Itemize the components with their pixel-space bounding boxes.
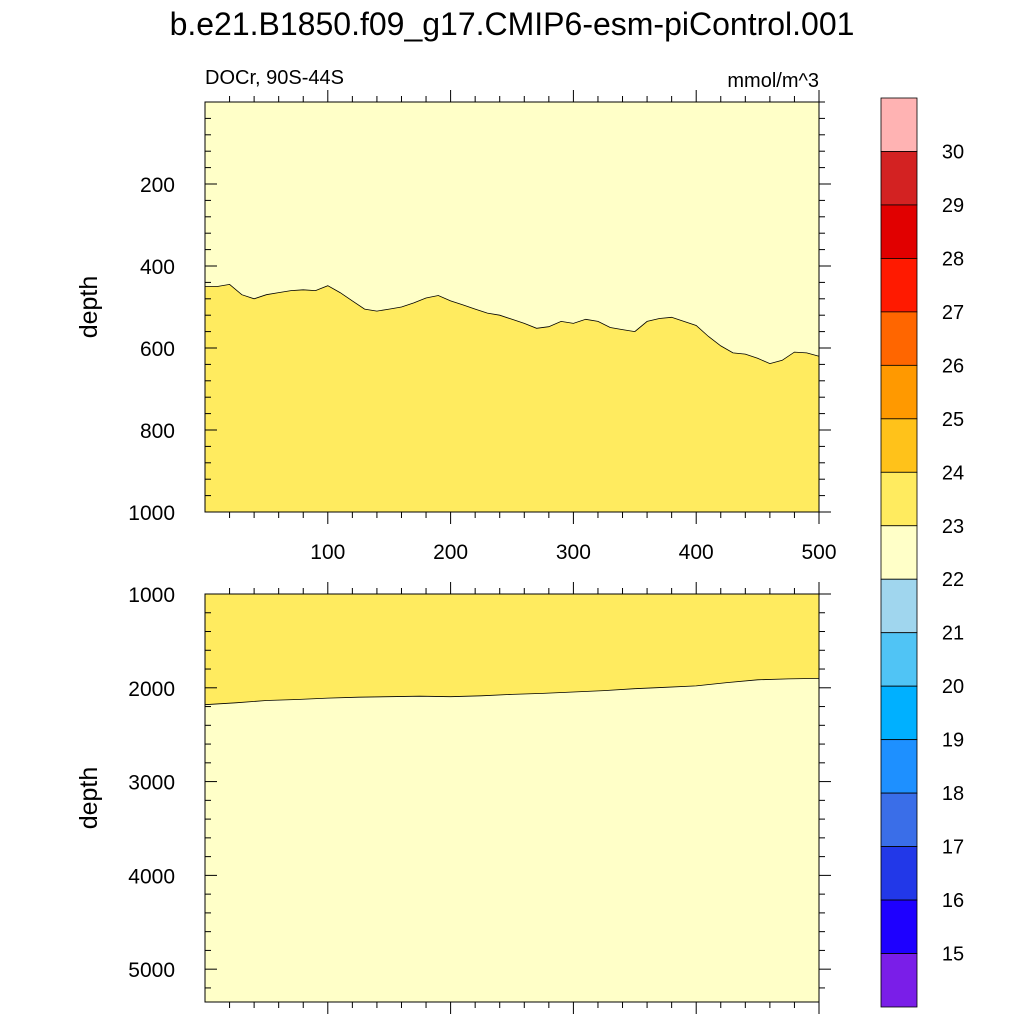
colorbar-swatch bbox=[880, 578, 918, 634]
colorbar-swatch bbox=[880, 204, 918, 259]
units-label: mmol/m^3 bbox=[727, 70, 819, 92]
colorbar-swatch bbox=[880, 739, 918, 794]
y-tick-label: 3000 bbox=[128, 772, 175, 795]
colorbar-label: 21 bbox=[942, 623, 964, 645]
contour-line bbox=[205, 283, 820, 365]
colorbar-swatch bbox=[880, 525, 918, 580]
chart-title: b.e21.B1850.f09_g17.CMIP6-esm-piControl.… bbox=[169, 6, 855, 42]
x-tick-label: 500 bbox=[801, 541, 836, 564]
colorbar-label: 15 bbox=[942, 944, 964, 966]
colorbar-label: 30 bbox=[942, 141, 964, 163]
colorbar-label: 27 bbox=[942, 302, 964, 324]
y-tick-label: 200 bbox=[140, 174, 175, 197]
colorbar-label: 22 bbox=[942, 569, 964, 591]
colorbar-swatch bbox=[880, 364, 918, 420]
colorbar-label: 29 bbox=[942, 195, 964, 217]
colorbar-swatch bbox=[880, 151, 918, 206]
y-tick-label: 400 bbox=[140, 256, 175, 279]
x-tick-label: 300 bbox=[556, 541, 591, 564]
colorbar-label: 25 bbox=[942, 409, 964, 431]
colorbar-label: 26 bbox=[942, 355, 964, 377]
y-tick-label: 5000 bbox=[128, 959, 175, 982]
colorbar-swatch bbox=[880, 471, 918, 527]
colorbar: 30 29 28 27 26 25 24 23 22 21 20 19 18 17 16 15 bbox=[880, 97, 964, 1008]
colorbar-label: 19 bbox=[942, 730, 964, 752]
colorbar-swatch bbox=[880, 846, 918, 901]
plot-frame bbox=[204, 101, 820, 513]
colorbar-swatch bbox=[880, 258, 918, 313]
colorbar-swatch bbox=[880, 685, 918, 741]
field-region-lower bbox=[205, 284, 819, 512]
x-tick-label: 200 bbox=[433, 541, 468, 564]
colorbar-swatch bbox=[880, 97, 918, 152]
plot-frame bbox=[204, 593, 820, 1003]
colorbar-swatch bbox=[880, 792, 918, 847]
colorbar-label: 17 bbox=[942, 837, 964, 859]
x-tick-label: 400 bbox=[679, 541, 714, 564]
x-tick-label: 100 bbox=[310, 541, 345, 564]
colorbar-label: 18 bbox=[942, 783, 964, 805]
field-region-lower bbox=[205, 678, 819, 1002]
y-tick-label: 2000 bbox=[128, 678, 175, 701]
colorbar-label: 20 bbox=[942, 676, 964, 698]
variable-label: DOCr, 90S-44S bbox=[205, 67, 344, 89]
colorbar-label: 23 bbox=[942, 516, 964, 538]
colorbar-swatch bbox=[880, 953, 918, 1008]
colorbar-swatch bbox=[880, 311, 918, 366]
colorbar-swatch bbox=[880, 418, 918, 473]
y-tick-label: 600 bbox=[140, 338, 175, 361]
contour-line bbox=[204, 678, 820, 706]
lower-depth-panel: 1000 2000 3000 4000 5000 depth bbox=[75, 582, 831, 1014]
y-tick-label: 4000 bbox=[128, 865, 175, 888]
y-axis-label: depth bbox=[75, 276, 103, 339]
colorbar-swatch bbox=[880, 632, 918, 687]
colorbar-label: 24 bbox=[942, 462, 964, 484]
upper-depth-panel: 200 400 600 800 1000 100 200 300 400 500 depth DOCr… bbox=[75, 67, 837, 564]
y-tick-label: 800 bbox=[140, 420, 175, 443]
colorbar-swatch bbox=[880, 899, 918, 954]
y-tick-label: 1000 bbox=[128, 502, 175, 525]
y-tick-label: 1000 bbox=[128, 584, 175, 607]
colorbar-label: 28 bbox=[942, 248, 964, 270]
y-axis-label: depth bbox=[75, 767, 103, 830]
colorbar-label: 16 bbox=[942, 890, 964, 912]
